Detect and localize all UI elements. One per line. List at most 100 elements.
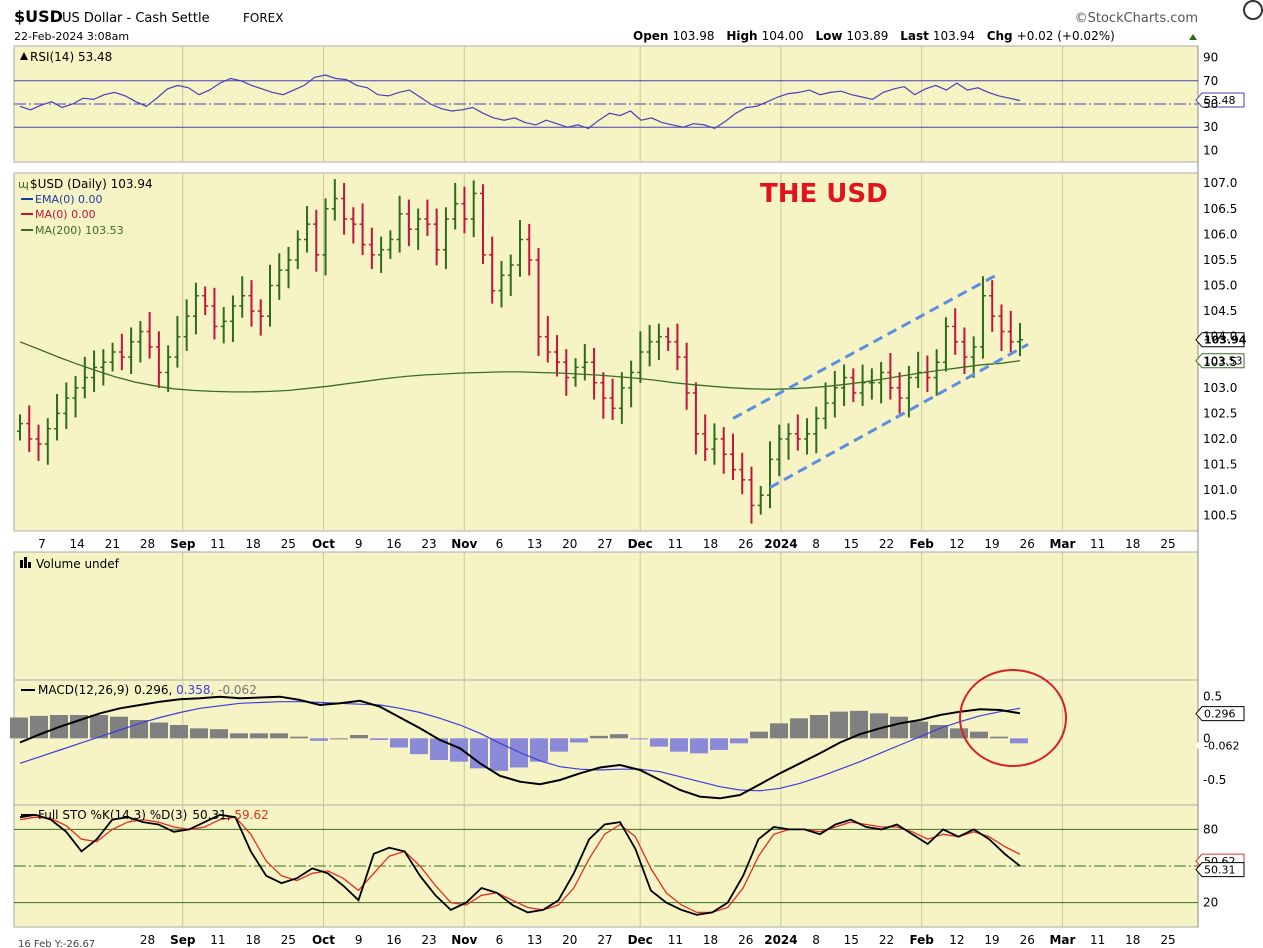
price-y-tick: 106.0 xyxy=(1203,227,1237,241)
macd-histogram-bar xyxy=(630,738,648,740)
price-bar xyxy=(322,198,329,276)
macd-histogram-bar xyxy=(90,715,108,739)
price-bar xyxy=(933,349,940,396)
x-tick-label: 25 xyxy=(281,933,296,947)
x-tick-label: 8 xyxy=(812,933,820,947)
ema-legend: EMA(0) 0.00 xyxy=(35,193,103,206)
price-y-tick: 105.5 xyxy=(1203,253,1237,267)
x-tick-label: Oct xyxy=(312,537,335,551)
rsi-y-tick: 30 xyxy=(1203,120,1218,134)
macd-histogram-bar xyxy=(930,725,948,739)
price-bar xyxy=(183,299,190,351)
macd-histogram-bar xyxy=(570,738,588,743)
price-bar xyxy=(952,308,959,355)
price-bar xyxy=(109,342,116,372)
price-bar xyxy=(767,441,773,509)
x-tick-label: 26 xyxy=(1020,537,1035,551)
price-bar xyxy=(655,323,662,360)
annotation-title: THE USD xyxy=(760,179,888,209)
price-bar xyxy=(850,368,857,403)
macd-histogram-bar xyxy=(510,738,528,768)
x-tick-label: 20 xyxy=(562,933,577,947)
x-tick-label: 6 xyxy=(496,537,504,551)
price-y-tick: 101.0 xyxy=(1203,483,1237,497)
price-bar xyxy=(220,306,227,344)
macd-signal-line xyxy=(19,701,1021,792)
macd-histogram-bar xyxy=(850,710,868,739)
x-tick-label: 15 xyxy=(844,933,859,947)
stochastic-k-line xyxy=(19,813,1021,916)
price-y-tick: 102.0 xyxy=(1203,432,1237,446)
price-y-tick: 106.5 xyxy=(1203,202,1237,216)
x-tick-label: 25 xyxy=(281,537,296,551)
x-tick-label: 27 xyxy=(597,537,612,551)
price-legend: ɰ $USD (Daily) 103.94 EMA(0) 0.00 MA(0) … xyxy=(18,177,153,237)
price-bar xyxy=(831,370,838,418)
price-bar xyxy=(535,248,542,357)
price-bar xyxy=(91,350,98,392)
value-box-text: 0.296 xyxy=(1204,708,1236,721)
price-bar xyxy=(813,406,820,454)
macd-histogram-bar xyxy=(910,721,928,739)
macd-histogram-bar xyxy=(490,738,508,771)
price-bar xyxy=(554,335,561,377)
x-tick-label: 12 xyxy=(949,933,964,947)
x-tick-label: 27 xyxy=(597,933,612,947)
price-bar xyxy=(1017,322,1023,357)
close-icon[interactable] xyxy=(1243,0,1263,20)
x-tick-label: 28 xyxy=(140,537,155,551)
price-bar xyxy=(442,207,449,270)
x-tick-label: 19 xyxy=(984,933,999,947)
price-bar xyxy=(424,199,431,236)
price-bar xyxy=(174,315,181,368)
x-tick-label: 19 xyxy=(984,537,999,551)
price-bar xyxy=(711,423,718,465)
macd-y-tick: -0.5 xyxy=(1203,773,1226,787)
rsi-legend-text: RSI(14) 53.48 xyxy=(30,50,112,64)
x-tick-label: 28 xyxy=(140,933,155,947)
price-bar xyxy=(359,203,366,256)
rsi-line xyxy=(19,74,1021,130)
macd-histogram-bar xyxy=(990,736,1008,739)
datetime: 22-Feb-2024 3:08am xyxy=(14,30,129,43)
price-bar xyxy=(304,205,311,253)
volume-legend-icon xyxy=(20,560,23,568)
x-tick-label: 15 xyxy=(844,537,859,551)
macd-y-tick: 0.5 xyxy=(1203,690,1222,704)
stochastic-legend: Full STO %K(14,3) %D(3) 50.31, 59.62 xyxy=(21,808,269,822)
ma200-value-box: 103.53 xyxy=(1195,353,1245,369)
volume-panel xyxy=(13,551,1199,681)
x-tick-label: Mar xyxy=(1049,537,1075,551)
macd-histogram-bar xyxy=(150,722,168,739)
macd-histogram-bar xyxy=(190,728,208,739)
x-tick-label: 7 xyxy=(38,537,46,551)
x-tick-label: 11 xyxy=(210,537,225,551)
x-tick-label: 26 xyxy=(738,537,753,551)
x-tick-label: Feb xyxy=(909,933,934,947)
price-bar xyxy=(341,182,348,235)
price-bar xyxy=(331,179,338,221)
stochastic-legend-text: Full STO %K(14,3) %D(3) 50.31, 59.62 xyxy=(38,808,269,822)
ma200-legend: MA(200) 103.53 xyxy=(35,224,124,237)
x-tick-label: 16 xyxy=(386,537,401,551)
chart-header: $USD US Dollar - Cash Settle FOREX ©Stoc… xyxy=(14,0,1263,43)
rsi-y-tick: 50 xyxy=(1203,97,1218,111)
price-bar xyxy=(665,327,672,351)
price-bar xyxy=(285,246,292,289)
x-tick-label: 18 xyxy=(1125,933,1140,947)
price-bar xyxy=(572,358,579,387)
price-bar xyxy=(748,466,755,524)
x-tick-label: Oct xyxy=(312,933,335,947)
price-bar xyxy=(396,195,403,253)
macd-histogram-bar xyxy=(770,723,788,739)
price-bar xyxy=(248,280,255,327)
x-tick-label: 18 xyxy=(703,933,718,947)
price-bar xyxy=(81,356,88,399)
price-bar xyxy=(350,207,357,244)
x-tick-label: Nov xyxy=(451,537,477,551)
price-bar xyxy=(202,286,209,316)
x-tick-label: 12 xyxy=(949,537,964,551)
price-bar xyxy=(165,345,172,392)
macd-histogram-bar xyxy=(810,715,828,739)
